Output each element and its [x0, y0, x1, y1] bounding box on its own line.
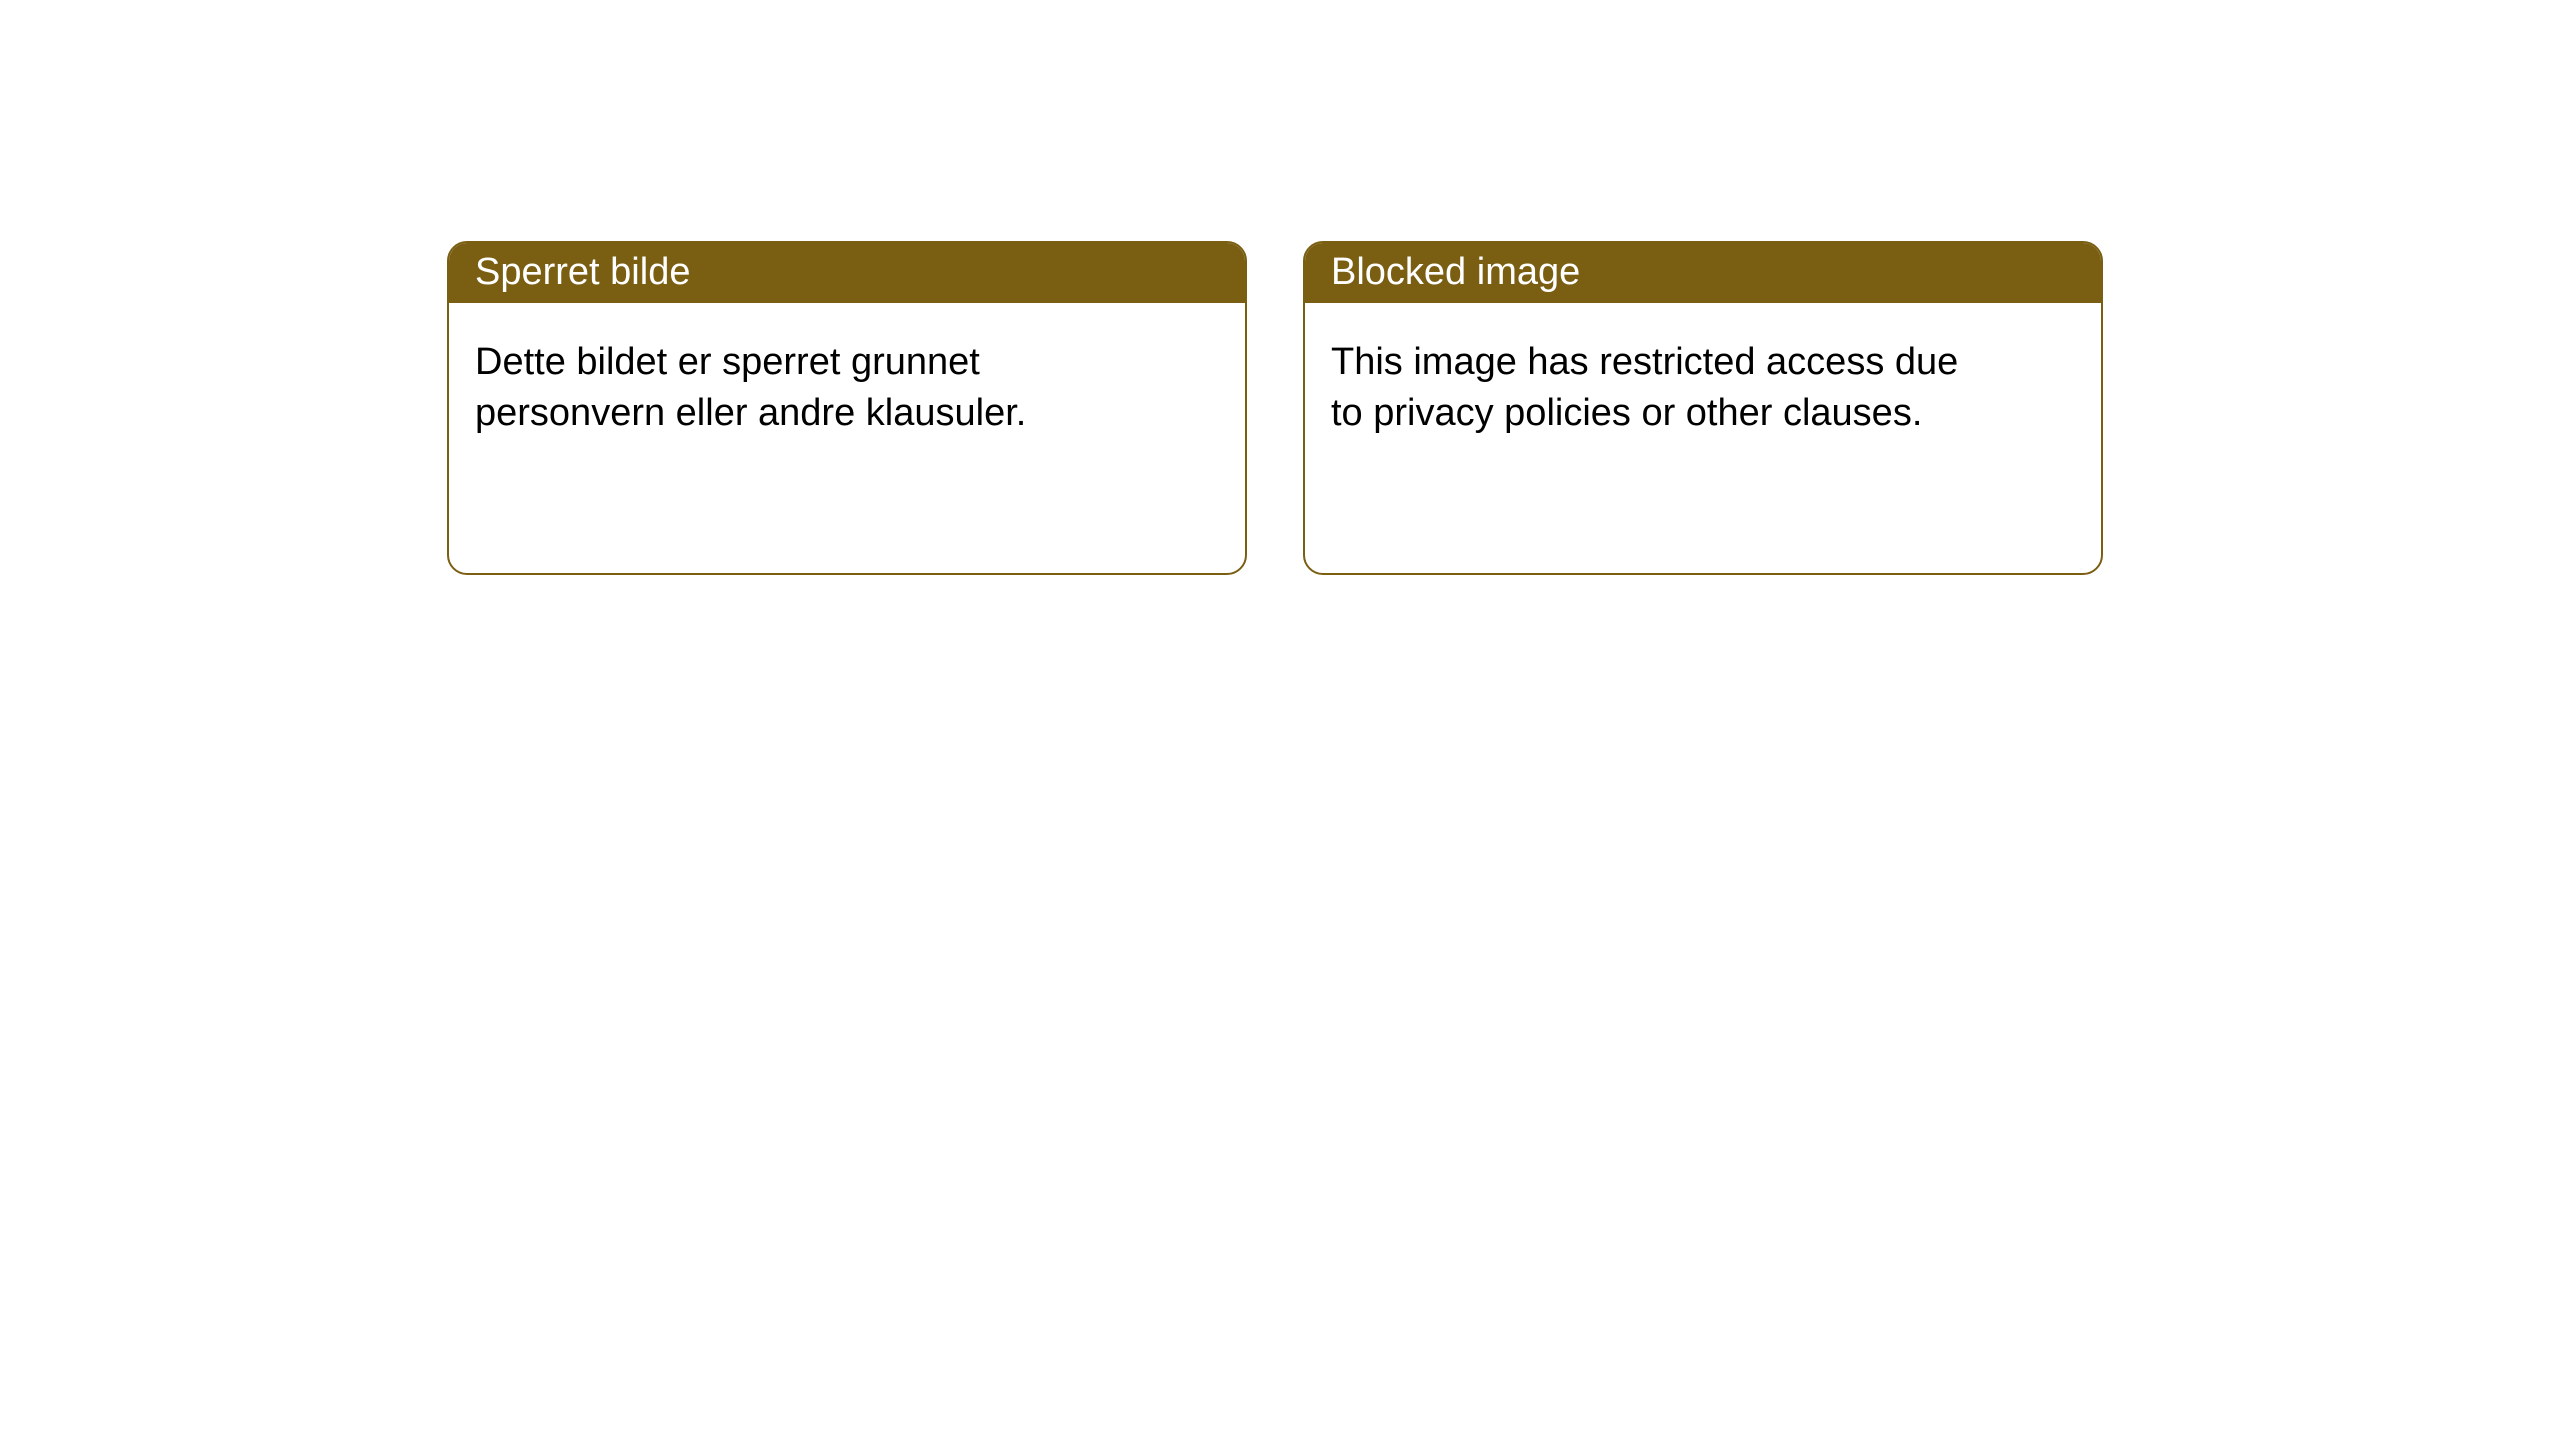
- notice-container: Sperret bilde Dette bildet er sperret gr…: [0, 0, 2560, 575]
- notice-card-english: Blocked image This image has restricted …: [1303, 241, 2103, 575]
- notice-card-title: Blocked image: [1305, 243, 2101, 303]
- notice-card-title: Sperret bilde: [449, 243, 1245, 303]
- notice-card-norwegian: Sperret bilde Dette bildet er sperret gr…: [447, 241, 1247, 575]
- notice-card-body: Dette bildet er sperret grunnet personve…: [449, 303, 1129, 468]
- notice-card-body: This image has restricted access due to …: [1305, 303, 1985, 468]
